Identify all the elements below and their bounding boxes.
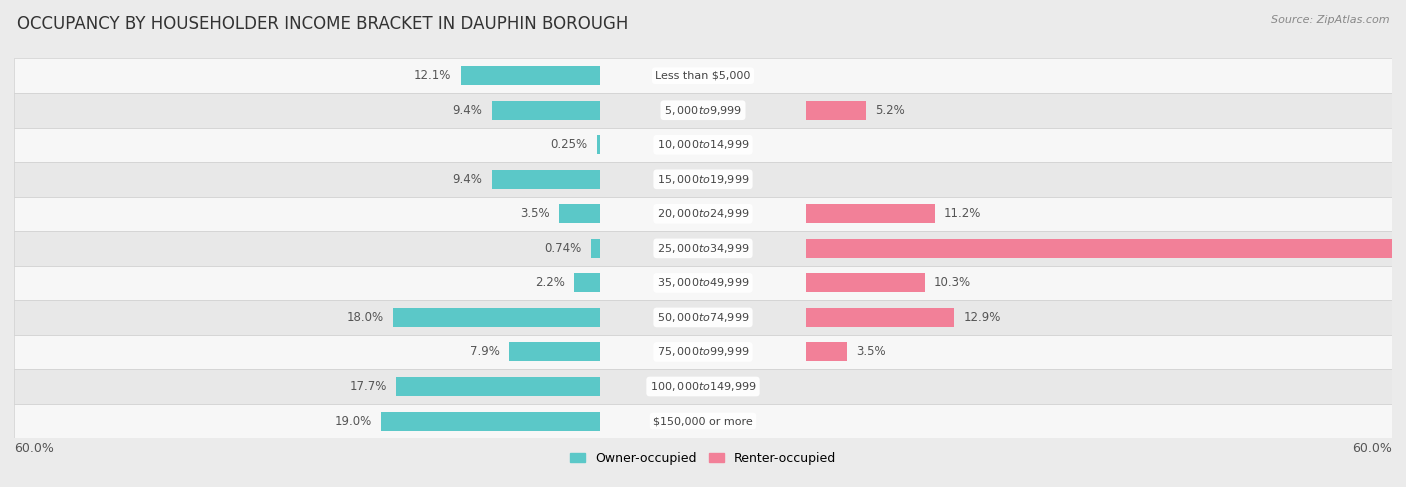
Text: 60.0%: 60.0%: [1353, 443, 1392, 455]
Bar: [381, 412, 599, 431]
Bar: [14, 197, 1392, 231]
Text: $25,000 to $34,999: $25,000 to $34,999: [657, 242, 749, 255]
Text: 0.74%: 0.74%: [544, 242, 582, 255]
Bar: [807, 308, 955, 327]
Bar: [461, 66, 599, 85]
Text: 18.0%: 18.0%: [347, 311, 384, 324]
Text: $100,000 to $149,999: $100,000 to $149,999: [650, 380, 756, 393]
Bar: [14, 369, 1392, 404]
Text: 60.0%: 60.0%: [14, 443, 53, 455]
Text: OCCUPANCY BY HOUSEHOLDER INCOME BRACKET IN DAUPHIN BOROUGH: OCCUPANCY BY HOUSEHOLDER INCOME BRACKET …: [17, 15, 628, 33]
Text: 12.9%: 12.9%: [963, 311, 1001, 324]
Bar: [807, 239, 1406, 258]
Text: 9.4%: 9.4%: [453, 104, 482, 117]
Text: $10,000 to $14,999: $10,000 to $14,999: [657, 138, 749, 151]
Legend: Owner-occupied, Renter-occupied: Owner-occupied, Renter-occupied: [565, 447, 841, 470]
Bar: [492, 101, 599, 120]
Bar: [14, 265, 1392, 300]
Text: $20,000 to $24,999: $20,000 to $24,999: [657, 207, 749, 220]
Bar: [509, 342, 599, 361]
Bar: [807, 273, 925, 292]
Text: $50,000 to $74,999: $50,000 to $74,999: [657, 311, 749, 324]
Bar: [492, 170, 599, 189]
Text: $15,000 to $19,999: $15,000 to $19,999: [657, 173, 749, 186]
Text: 17.7%: 17.7%: [350, 380, 387, 393]
Text: Source: ZipAtlas.com: Source: ZipAtlas.com: [1271, 15, 1389, 25]
Text: 0.25%: 0.25%: [551, 138, 588, 151]
Bar: [14, 231, 1392, 265]
Bar: [14, 58, 1392, 93]
Text: $75,000 to $99,999: $75,000 to $99,999: [657, 345, 749, 358]
Bar: [14, 404, 1392, 438]
Bar: [14, 300, 1392, 335]
Bar: [807, 342, 846, 361]
Text: 9.4%: 9.4%: [453, 173, 482, 186]
Bar: [14, 162, 1392, 197]
Text: 12.1%: 12.1%: [415, 69, 451, 82]
Text: $35,000 to $49,999: $35,000 to $49,999: [657, 277, 749, 289]
Bar: [807, 205, 935, 224]
Bar: [14, 93, 1392, 128]
Bar: [591, 239, 599, 258]
Bar: [575, 273, 599, 292]
Text: 2.2%: 2.2%: [536, 277, 565, 289]
Text: 3.5%: 3.5%: [856, 345, 886, 358]
Text: Less than $5,000: Less than $5,000: [655, 71, 751, 81]
Bar: [14, 128, 1392, 162]
Text: 19.0%: 19.0%: [335, 414, 373, 428]
Text: 11.2%: 11.2%: [945, 207, 981, 220]
Text: 5.2%: 5.2%: [875, 104, 905, 117]
Bar: [396, 377, 599, 396]
Text: 7.9%: 7.9%: [470, 345, 499, 358]
Text: 10.3%: 10.3%: [934, 277, 972, 289]
Bar: [560, 205, 599, 224]
Text: $150,000 or more: $150,000 or more: [654, 416, 752, 426]
Bar: [392, 308, 599, 327]
Text: $5,000 to $9,999: $5,000 to $9,999: [664, 104, 742, 117]
Text: 3.5%: 3.5%: [520, 207, 550, 220]
Bar: [14, 335, 1392, 369]
Bar: [596, 135, 599, 154]
Bar: [807, 101, 866, 120]
